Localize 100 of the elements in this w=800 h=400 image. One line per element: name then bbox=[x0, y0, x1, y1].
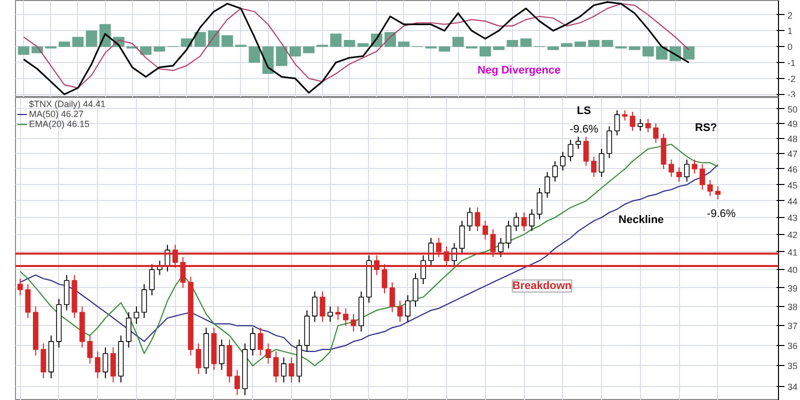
candlestick bbox=[149, 264, 155, 296]
y-tick-label: 44 bbox=[788, 196, 798, 206]
bar bbox=[506, 40, 518, 47]
candlestick bbox=[514, 212, 520, 232]
candlestick bbox=[622, 110, 628, 122]
candlestick bbox=[126, 312, 132, 348]
y-tick-label: 48 bbox=[788, 134, 798, 144]
y-tick-label: 50 bbox=[788, 104, 798, 114]
bar bbox=[357, 43, 369, 47]
y-tick-label: 37 bbox=[788, 321, 798, 332]
bar bbox=[276, 46, 288, 66]
candlestick bbox=[397, 300, 403, 322]
bar bbox=[72, 36, 84, 47]
candlestick bbox=[25, 284, 31, 318]
y-tick-label: 2 bbox=[788, 10, 793, 20]
candlestick bbox=[544, 172, 550, 198]
y-tick-label: 46 bbox=[788, 164, 798, 174]
candlestick bbox=[529, 208, 535, 232]
candlestick bbox=[552, 160, 558, 182]
annotation: -9.6% bbox=[706, 208, 736, 220]
candlestick bbox=[459, 220, 465, 254]
bar bbox=[561, 43, 572, 47]
y-tick-label: -2 bbox=[788, 74, 796, 84]
bar bbox=[438, 46, 450, 52]
bar bbox=[58, 42, 70, 47]
annotation: LS bbox=[576, 105, 591, 118]
candlestick bbox=[715, 186, 721, 200]
candlestick bbox=[630, 111, 636, 132]
annotation: Breakdown bbox=[512, 280, 572, 292]
bar bbox=[628, 46, 640, 50]
annotation: Neckline bbox=[618, 214, 664, 226]
candlestick bbox=[17, 278, 23, 296]
candlestick bbox=[94, 350, 100, 379]
y-tick-label: 1 bbox=[788, 26, 793, 36]
candlestick bbox=[312, 291, 318, 322]
y-tick-label: 47 bbox=[788, 148, 798, 159]
y-tick-label: 36 bbox=[788, 340, 798, 351]
y-tick-label: 38 bbox=[788, 302, 798, 312]
candlestick bbox=[583, 136, 589, 166]
candlestick bbox=[320, 291, 326, 322]
bar bbox=[222, 35, 233, 47]
candlestick bbox=[568, 139, 574, 162]
candlestick bbox=[598, 148, 604, 178]
y-tick-label: 45 bbox=[788, 180, 798, 190]
candlestick bbox=[87, 335, 93, 364]
candlestick bbox=[110, 346, 116, 383]
bar bbox=[683, 46, 695, 60]
bar bbox=[330, 34, 342, 47]
candlestick bbox=[40, 342, 46, 379]
bar bbox=[398, 42, 410, 47]
y-tick-label: 39 bbox=[788, 283, 798, 294]
candlestick bbox=[280, 357, 286, 383]
candlestick bbox=[668, 159, 674, 178]
candlestick bbox=[258, 327, 264, 356]
candlestick bbox=[606, 126, 612, 159]
candlestick bbox=[328, 306, 333, 322]
candlestick bbox=[288, 357, 294, 383]
legend-label: EMA(20) 46.15 bbox=[29, 119, 90, 129]
bar bbox=[547, 46, 559, 50]
y-tick-label: -1 bbox=[788, 58, 796, 68]
candlestick bbox=[350, 314, 356, 332]
candlestick bbox=[692, 159, 698, 174]
candlestick bbox=[343, 308, 348, 326]
y-tick-label: 34 bbox=[788, 382, 798, 392]
bar bbox=[289, 46, 301, 56]
candlestick bbox=[645, 118, 651, 133]
candlestick bbox=[638, 118, 644, 132]
candlestick bbox=[134, 306, 140, 324]
candlestick bbox=[591, 156, 597, 178]
candlestick bbox=[265, 342, 271, 364]
bar bbox=[344, 40, 356, 47]
y-tick-label: 0 bbox=[788, 42, 793, 52]
candlestick bbox=[234, 369, 240, 396]
candlestick bbox=[420, 254, 426, 285]
candlestick bbox=[474, 207, 480, 232]
chart-title: $TNX (Daily) 44.41 bbox=[29, 99, 106, 109]
y-tick-label: 35 bbox=[788, 361, 798, 372]
y-tick-label: 40 bbox=[788, 265, 798, 276]
legend-label: MA(50) 46.27 bbox=[29, 109, 84, 119]
candlestick bbox=[273, 350, 279, 383]
candlestick bbox=[684, 159, 690, 182]
y-tick-label: 49 bbox=[788, 118, 798, 129]
candlestick bbox=[196, 342, 202, 375]
candlestick bbox=[700, 164, 706, 190]
bar bbox=[452, 36, 464, 47]
candlestick bbox=[614, 110, 620, 136]
candlestick bbox=[405, 294, 410, 322]
y-tick-label: 43 bbox=[788, 213, 798, 224]
y-tick-label: 42 bbox=[788, 230, 798, 240]
bar bbox=[86, 30, 98, 47]
bar bbox=[520, 38, 532, 47]
candlestick bbox=[218, 338, 224, 370]
bar bbox=[194, 32, 206, 47]
bar bbox=[303, 46, 314, 54]
candlestick bbox=[390, 282, 395, 313]
y-tick-label: 41 bbox=[788, 247, 798, 258]
bar bbox=[574, 42, 586, 47]
bar bbox=[588, 40, 600, 47]
bar bbox=[248, 46, 260, 63]
annotation: Neg Divergence bbox=[478, 64, 561, 76]
